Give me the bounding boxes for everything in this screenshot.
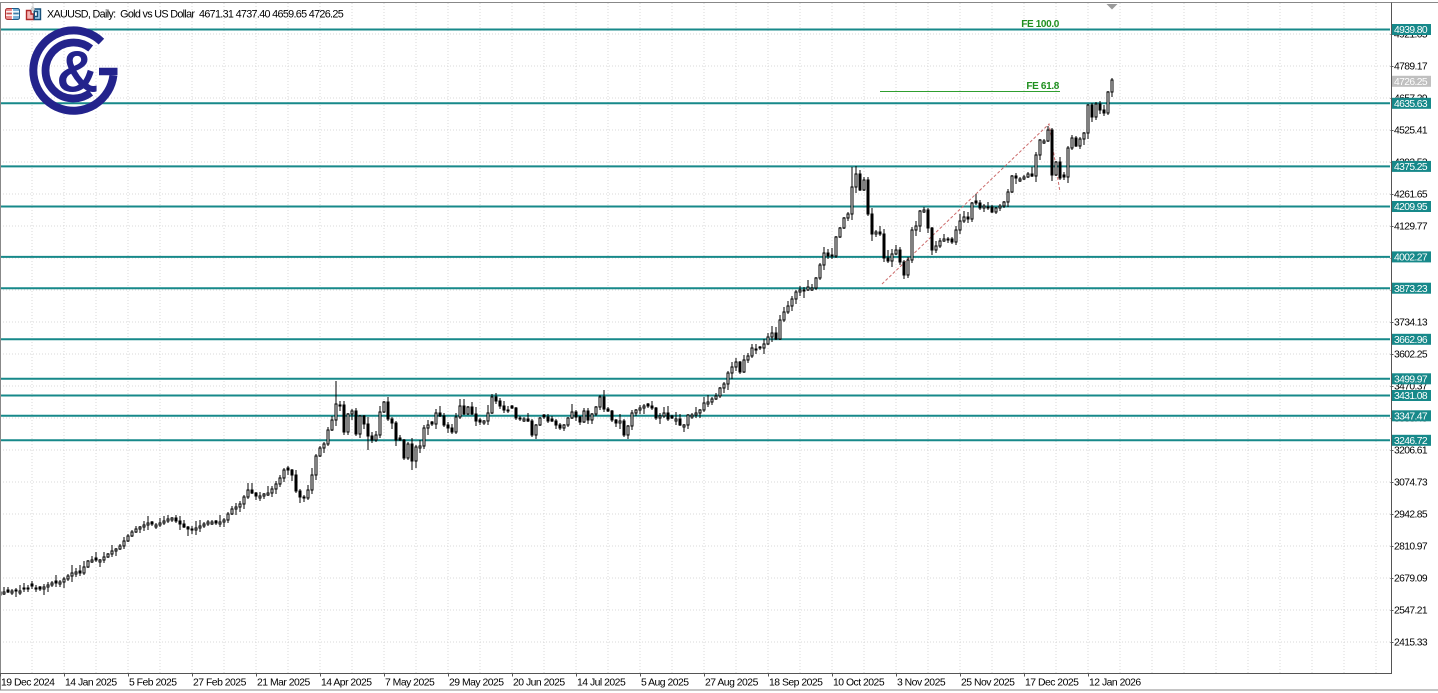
svg-text:4726.25: 4726.25 xyxy=(1394,77,1428,88)
svg-text:21 Mar 2025: 21 Mar 2025 xyxy=(257,678,311,689)
svg-text:4129.77: 4129.77 xyxy=(1394,222,1428,233)
svg-text:3662.96: 3662.96 xyxy=(1394,335,1428,346)
svg-text:19 Dec 2024: 19 Dec 2024 xyxy=(1,678,55,689)
svg-text:3602.25: 3602.25 xyxy=(1394,350,1428,361)
svg-text:4209.95: 4209.95 xyxy=(1394,202,1428,213)
svg-text:3246.72: 3246.72 xyxy=(1394,436,1428,447)
svg-text:27 Feb 2025: 27 Feb 2025 xyxy=(193,678,247,689)
svg-text:XAUUSD, Daily: Gold vs US Dol: XAUUSD, Daily: Gold vs US Dollar 4671.31… xyxy=(47,9,344,21)
svg-text:2679.09: 2679.09 xyxy=(1394,574,1428,585)
svg-text:4525.41: 4525.41 xyxy=(1394,126,1428,137)
svg-text:20 Jun 2025: 20 Jun 2025 xyxy=(513,678,565,689)
svg-text:4002.27: 4002.27 xyxy=(1394,253,1428,264)
svg-text:FE 100.0: FE 100.0 xyxy=(1021,19,1060,30)
svg-text:4261.65: 4261.65 xyxy=(1394,190,1428,201)
svg-text:3206.61: 3206.61 xyxy=(1394,446,1428,457)
svg-text:4789.17: 4789.17 xyxy=(1394,62,1428,73)
svg-text:5 Feb 2025: 5 Feb 2025 xyxy=(129,678,177,689)
svg-text:3499.97: 3499.97 xyxy=(1394,375,1428,386)
svg-text:4635.63: 4635.63 xyxy=(1394,99,1428,110)
svg-text:25 Nov 2025: 25 Nov 2025 xyxy=(961,678,1015,689)
svg-text:5 Aug 2025: 5 Aug 2025 xyxy=(641,678,689,689)
svg-text:18 Sep 2025: 18 Sep 2025 xyxy=(769,678,823,689)
svg-text:3347.47: 3347.47 xyxy=(1394,412,1428,423)
svg-text:14 Apr 2025: 14 Apr 2025 xyxy=(321,678,372,689)
svg-text:3470.37: 3470.37 xyxy=(1394,382,1428,393)
svg-text:3873.23: 3873.23 xyxy=(1394,284,1428,295)
svg-text:3734.13: 3734.13 xyxy=(1394,318,1428,329)
svg-text:2942.85: 2942.85 xyxy=(1394,510,1428,521)
svg-text:2810.97: 2810.97 xyxy=(1394,542,1428,553)
svg-text:FE 61.8: FE 61.8 xyxy=(1026,81,1059,92)
svg-text:2415.33: 2415.33 xyxy=(1394,638,1428,649)
svg-text:3431.08: 3431.08 xyxy=(1394,391,1428,402)
svg-text:4375.25: 4375.25 xyxy=(1394,162,1428,173)
svg-text:2547.21: 2547.21 xyxy=(1394,606,1428,617)
svg-text:&: & xyxy=(57,40,99,105)
svg-text:3 Nov 2025: 3 Nov 2025 xyxy=(897,678,946,689)
svg-text:3074.73: 3074.73 xyxy=(1394,478,1428,489)
svg-text:27 Aug 2025: 27 Aug 2025 xyxy=(705,678,759,689)
svg-text:17 Dec 2025: 17 Dec 2025 xyxy=(1025,678,1079,689)
svg-text:14 Jul 2025: 14 Jul 2025 xyxy=(577,678,626,689)
svg-text:7 May 2025: 7 May 2025 xyxy=(385,678,435,689)
svg-text:10 Oct 2025: 10 Oct 2025 xyxy=(833,678,885,689)
svg-text:4939.80: 4939.80 xyxy=(1394,25,1428,36)
svg-text:12 Jan 2026: 12 Jan 2026 xyxy=(1089,678,1141,689)
svg-text:4921.05: 4921.05 xyxy=(1394,30,1428,41)
svg-text:29 May 2025: 29 May 2025 xyxy=(449,678,504,689)
svg-text:14 Jan 2025: 14 Jan 2025 xyxy=(65,678,117,689)
